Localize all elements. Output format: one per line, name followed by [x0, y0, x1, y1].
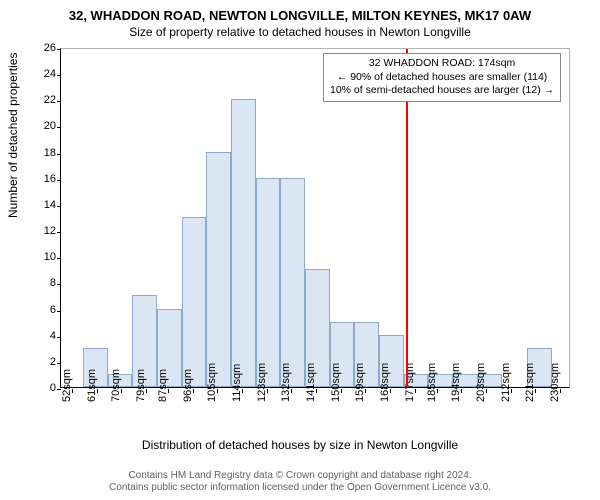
annotation-line3: 10% of semi-detached houses are larger (… — [330, 84, 554, 98]
histogram-bar — [206, 152, 231, 387]
y-tick-mark — [57, 311, 61, 312]
y-tick-label: 14 — [32, 199, 56, 211]
x-axis-label: Distribution of detached houses by size … — [0, 438, 600, 452]
y-tick-label: 16 — [32, 173, 56, 185]
footer-attribution: Contains HM Land Registry data © Crown c… — [0, 470, 600, 494]
footer-line1: Contains HM Land Registry data © Crown c… — [0, 470, 600, 482]
y-tick-mark — [57, 232, 61, 233]
y-tick-mark — [57, 49, 61, 50]
y-tick-mark — [57, 180, 61, 181]
y-tick-mark — [57, 101, 61, 102]
y-tick-label: 2 — [32, 356, 56, 368]
y-tick-mark — [57, 258, 61, 259]
annotation-box: 32 WHADDON ROAD: 174sqm ← 90% of detache… — [323, 53, 561, 102]
histogram-bar — [182, 217, 207, 387]
y-tick-label: 22 — [32, 94, 56, 106]
annotation-line2: ← 90% of detached houses are smaller (11… — [330, 71, 554, 85]
y-tick-label: 18 — [32, 147, 56, 159]
y-tick-label: 26 — [32, 42, 56, 54]
footer-line2: Contains public sector information licen… — [0, 482, 600, 494]
histogram-bar — [231, 99, 256, 387]
histogram-bar — [280, 178, 305, 387]
chart-title: 32, WHADDON ROAD, NEWTON LONGVILLE, MILT… — [0, 0, 600, 23]
y-tick-label: 8 — [32, 277, 56, 289]
y-tick-label: 4 — [32, 330, 56, 342]
y-tick-label: 0 — [32, 382, 56, 394]
y-tick-mark — [57, 363, 61, 364]
plot-area: 32 WHADDON ROAD: 174sqm ← 90% of detache… — [60, 48, 570, 388]
y-tick-mark — [57, 154, 61, 155]
annotation-line1: 32 WHADDON ROAD: 174sqm — [330, 57, 554, 71]
y-tick-mark — [57, 127, 61, 128]
y-tick-mark — [57, 75, 61, 76]
y-tick-label: 24 — [32, 68, 56, 80]
histogram-bar — [256, 178, 281, 387]
y-tick-label: 20 — [32, 120, 56, 132]
chart-subtitle: Size of property relative to detached ho… — [0, 23, 600, 39]
y-tick-label: 6 — [32, 304, 56, 316]
y-tick-label: 10 — [32, 251, 56, 263]
y-axis-label: Number of detached properties — [6, 53, 20, 218]
y-tick-mark — [57, 206, 61, 207]
y-tick-mark — [57, 337, 61, 338]
y-tick-mark — [57, 284, 61, 285]
chart-container: 32, WHADDON ROAD, NEWTON LONGVILLE, MILT… — [0, 0, 600, 500]
y-tick-label: 12 — [32, 225, 56, 237]
